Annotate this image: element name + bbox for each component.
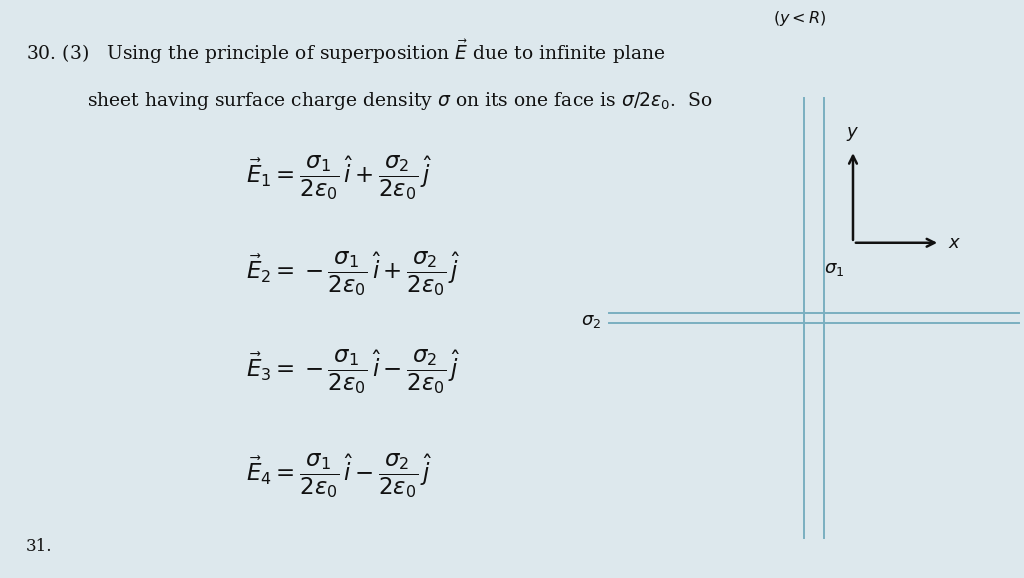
Text: 31.: 31. xyxy=(26,538,52,555)
Text: 30. (3)   Using the principle of superposition $\vec{E}$ due to infinite plane: 30. (3) Using the principle of superposi… xyxy=(26,38,665,66)
Text: $y$: $y$ xyxy=(846,125,860,143)
Text: $\sigma_1$: $\sigma_1$ xyxy=(824,260,845,278)
Text: $(y < R)$: $(y < R)$ xyxy=(773,9,826,28)
Text: $\vec{E}_1 = \dfrac{\sigma_1}{2\varepsilon_0}\,\hat{i} + \dfrac{\sigma_2}{2\vare: $\vec{E}_1 = \dfrac{\sigma_1}{2\varepsil… xyxy=(246,153,432,202)
Text: sheet having surface charge density $\sigma$ on its one face is $\sigma/2\vareps: sheet having surface charge density $\si… xyxy=(87,90,713,112)
Text: $x$: $x$ xyxy=(948,234,962,252)
Text: $\sigma_2$: $\sigma_2$ xyxy=(581,312,601,330)
Text: $\vec{E}_2 = -\dfrac{\sigma_1}{2\varepsilon_0}\,\hat{i} + \dfrac{\sigma_2}{2\var: $\vec{E}_2 = -\dfrac{\sigma_1}{2\varepsi… xyxy=(246,249,460,298)
Text: $\vec{E}_4 = \dfrac{\sigma_1}{2\varepsilon_0}\,\hat{i} - \dfrac{\sigma_2}{2\vare: $\vec{E}_4 = \dfrac{\sigma_1}{2\varepsil… xyxy=(246,451,432,500)
Text: $\vec{E}_3 = -\dfrac{\sigma_1}{2\varepsilon_0}\,\hat{i} - \dfrac{\sigma_2}{2\var: $\vec{E}_3 = -\dfrac{\sigma_1}{2\varepsi… xyxy=(246,347,460,396)
